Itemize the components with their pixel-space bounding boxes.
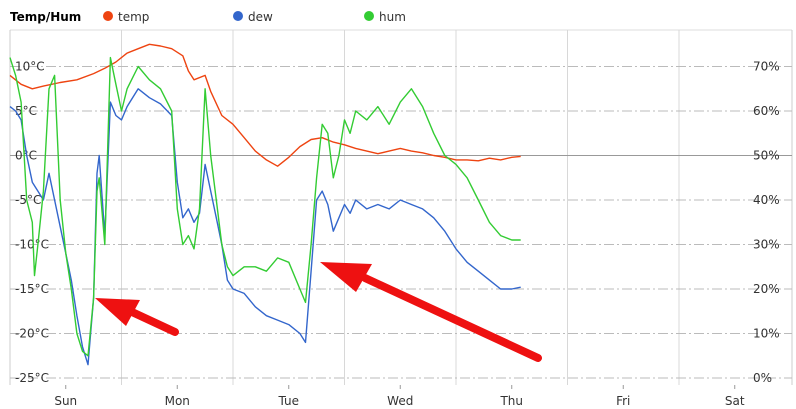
series [9, 43, 521, 366]
y-right-tick-label: 10% [753, 327, 780, 341]
y-right-tick-label: 0% [753, 371, 772, 385]
y-right-tick-label: 20% [753, 282, 780, 296]
x-tick-label: Fri [616, 394, 630, 408]
arrow-left [95, 298, 179, 336]
legend-label-hum: hum [379, 10, 406, 24]
y-right-tick-label: 60% [753, 104, 780, 118]
y-right-tick-label: 50% [753, 149, 780, 163]
chart-title: Temp/Hum [10, 10, 81, 24]
y-right-tick-label: 70% [753, 60, 780, 74]
series-line-hum [9, 56, 521, 357]
legend-marker-hum [364, 11, 374, 21]
y-left-tick-label: -20°C [15, 327, 49, 341]
x-tick-label: Wed [387, 394, 413, 408]
legend-label-dew: dew [248, 10, 273, 24]
legend-label-temp: temp [118, 10, 149, 24]
grid [9, 29, 793, 385]
y-left-tick-label: -10°C [15, 238, 49, 252]
annotation-arrows [95, 262, 542, 362]
x-tick-label: Sat [725, 394, 745, 408]
arrow-right [320, 262, 542, 362]
y-right-tick-label: 30% [753, 238, 780, 252]
x-tick-label: Tue [278, 394, 300, 408]
legend-marker-dew [233, 11, 243, 21]
x-tick-label: Sun [54, 394, 77, 408]
legend-marker-temp [103, 11, 113, 21]
x-tick-label: Mon [165, 394, 190, 408]
y-left-tick-label: -25°C [15, 371, 49, 385]
y-left-tick-label: 5°C [15, 104, 37, 118]
y-left-tick-label: 10°C [15, 60, 45, 74]
legend: Temp/Hum temp dew hum [10, 10, 406, 24]
axes: 10°C5°C0°C-5°C-10°C-15°C-20°C-25°C70%60%… [15, 60, 780, 409]
y-left-tick-label: -5°C [15, 193, 41, 207]
x-tick-label: Thu [499, 394, 523, 408]
y-left-tick-label: -15°C [15, 282, 49, 296]
y-right-tick-label: 40% [753, 193, 780, 207]
series-line-dew [9, 88, 521, 366]
